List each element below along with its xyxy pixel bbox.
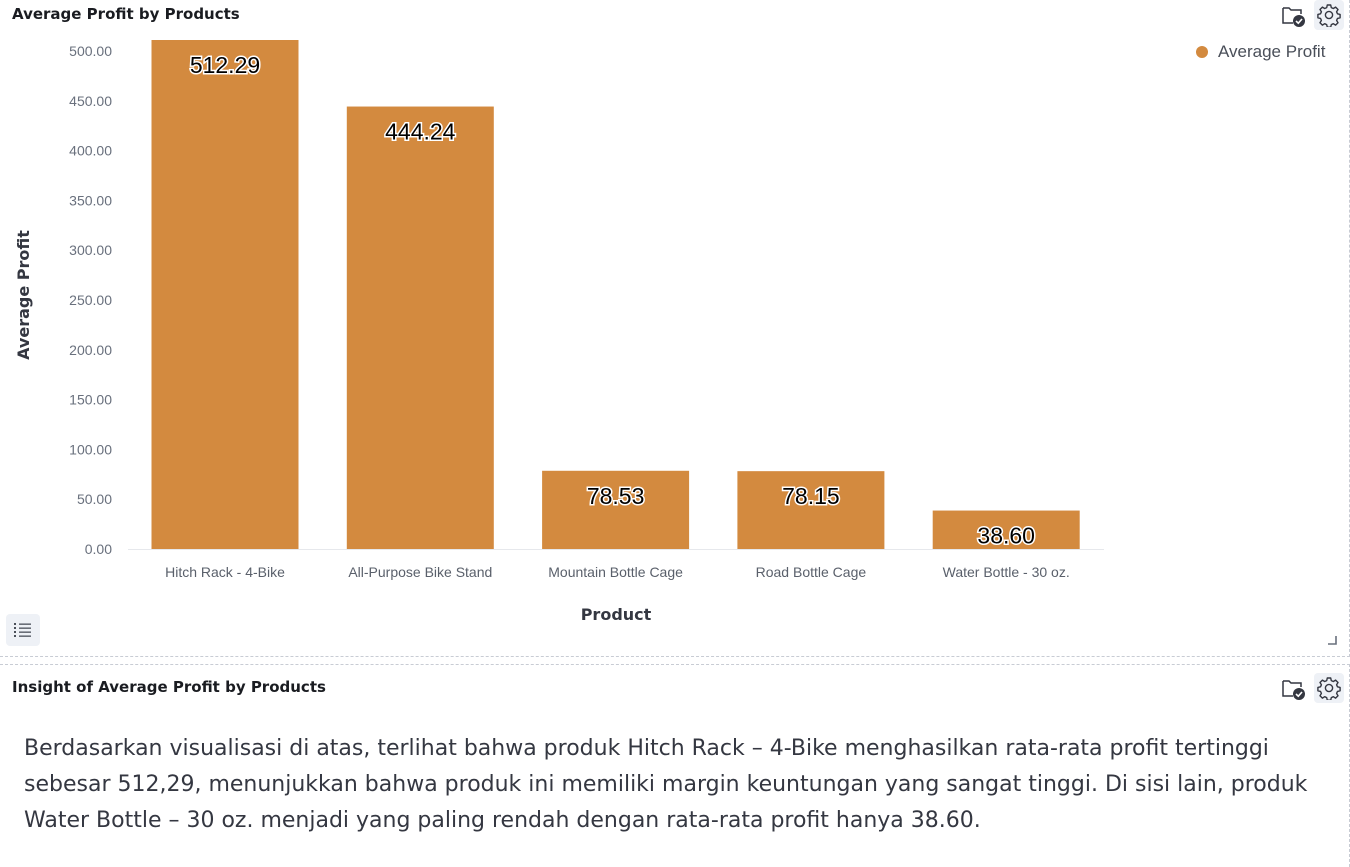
x-axis-ticks: Hitch Rack - 4-Bike All-Purpose Bike Stan… [165,564,1070,580]
x-tick-label: Road Bottle Cage [756,564,867,580]
bar-value-label: 78.53 [587,483,645,509]
insight-panel: Insight of Average Profit by Products Be… [0,664,1350,867]
gear-icon [1317,4,1341,27]
panel-settings-button[interactable] [1314,0,1344,30]
folder-check-button[interactable] [1278,0,1308,30]
y-axis-ticks: 0.00 50.00 100.00 150.00 200.00 250.00 300.00 3… [69,43,112,557]
y-axis-title: Average Profit [14,230,33,360]
legend-toggle-button[interactable] [6,614,40,646]
y-tick-label: 200.00 [69,342,112,358]
resize-handle-icon[interactable] [1326,634,1338,646]
folder-check-button[interactable] [1278,673,1308,703]
folder-check-icon [1282,680,1305,700]
y-tick-label: 400.00 [69,143,112,159]
insight-paragraph: Berdasarkan visualisasi di atas, terliha… [24,736,1308,833]
legend-swatch [1196,46,1208,58]
bar[interactable] [346,106,494,549]
list-icon [14,623,31,637]
y-tick-label: 150.00 [69,392,112,408]
chart-panel: Average Profit by Products 0.00 50.00 100.… [0,0,1350,657]
folder-check-icon [1282,7,1305,27]
y-tick-label: 300.00 [69,242,112,258]
bar-chart: 0.00 50.00 100.00 150.00 200.00 250.00 300.00 3… [14,40,1104,624]
legend-label: Average Profit [1218,42,1326,61]
bar-value-label: 512.29 [190,52,260,78]
y-tick-label: 0.00 [85,541,112,557]
bar[interactable] [932,510,1080,549]
gear-icon [1317,677,1341,700]
bar[interactable] [737,471,885,549]
x-tick-label: All-Purpose Bike Stand [348,564,492,580]
chart-panel-title: Average Profit by Products [12,5,240,23]
y-tick-label: 250.00 [69,292,112,308]
bar[interactable] [542,470,690,549]
y-tick-label: 450.00 [69,93,112,109]
panel-settings-button[interactable] [1314,673,1344,703]
y-tick-label: 100.00 [69,441,112,457]
y-tick-label: 350.00 [69,192,112,208]
bar-value-label: 78.15 [782,483,840,509]
x-tick-label: Mountain Bottle Cage [548,564,683,580]
x-tick-label: Hitch Rack - 4-Bike [165,564,285,580]
x-tick-label: Water Bottle - 30 oz. [943,564,1070,580]
x-axis-title: Product [581,605,652,624]
bar-value-label: 444.24 [385,119,456,145]
insight-panel-title: Insight of Average Profit by Products [12,678,326,696]
y-tick-label: 500.00 [69,43,112,59]
y-tick-label: 50.00 [77,491,112,507]
bar-series [151,40,1080,549]
bar-value-labels: 512.29 444.24 78.53 78.15 38.60 [188,51,1036,551]
bar-value-label: 38.60 [977,523,1035,549]
chart-legend[interactable]: Average Profit [1196,42,1325,62]
bar[interactable] [151,40,299,549]
